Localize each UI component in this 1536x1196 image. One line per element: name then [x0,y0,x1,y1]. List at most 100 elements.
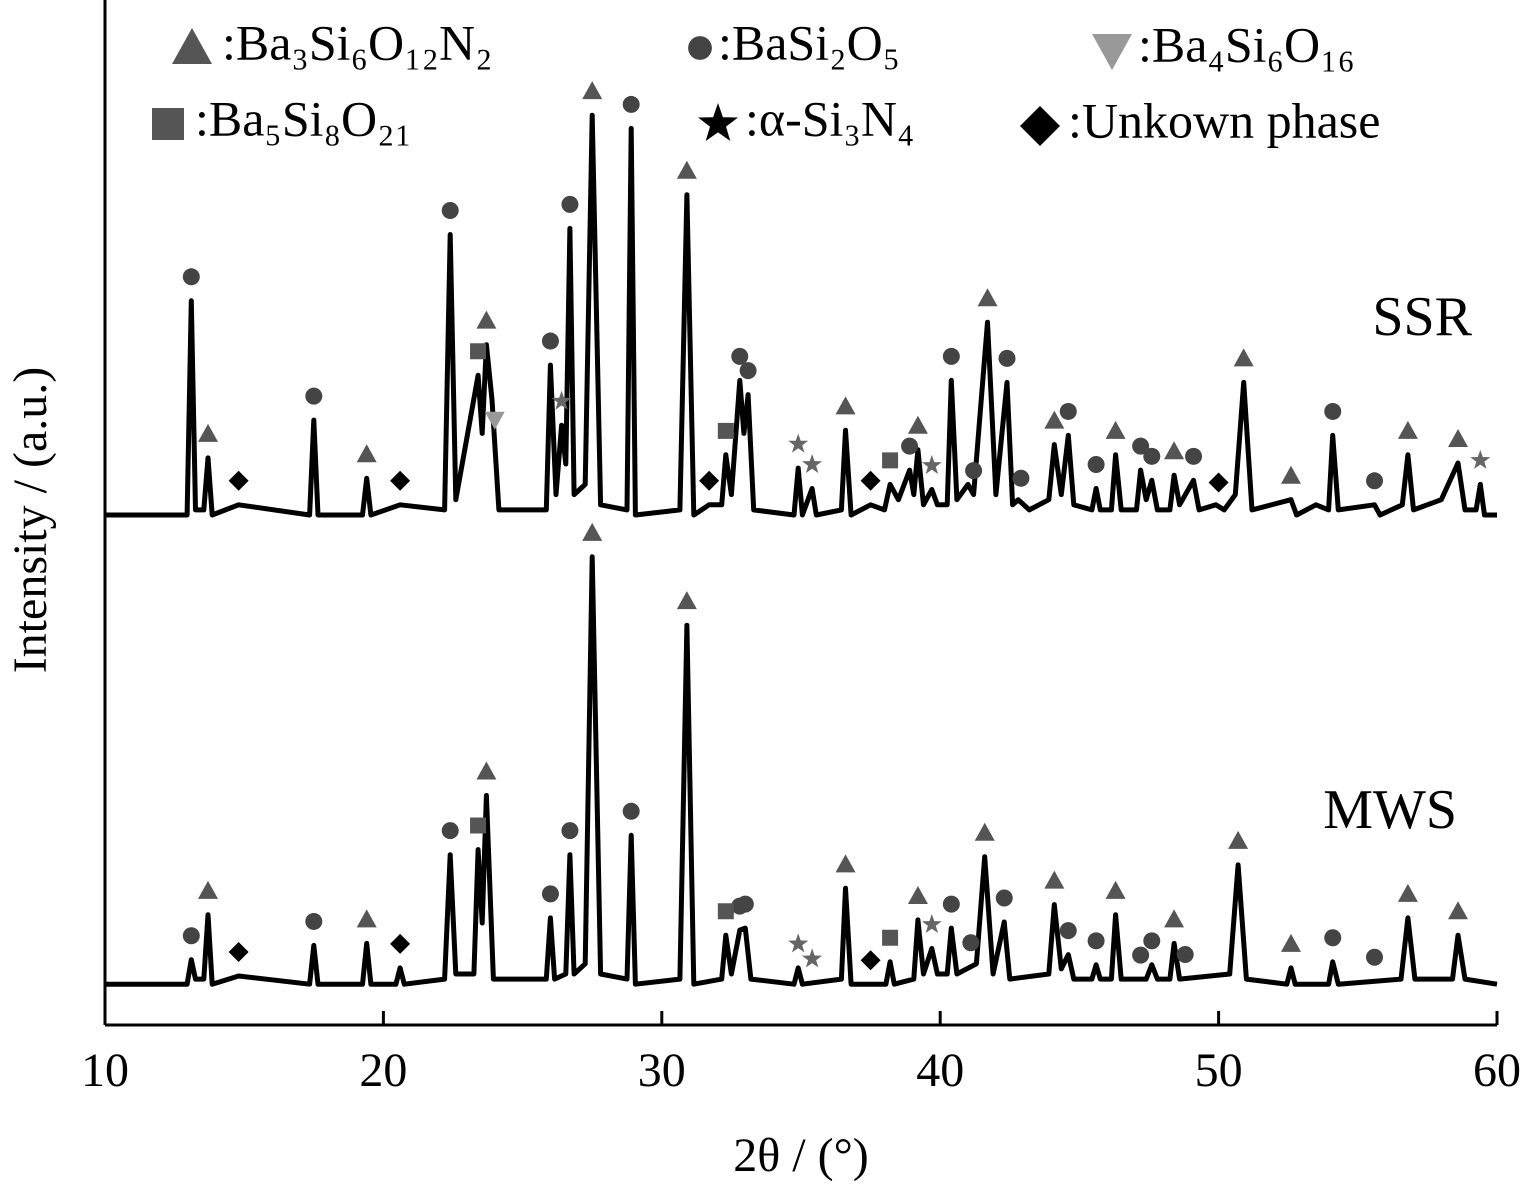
phase-marker [882,929,899,946]
phase-marker [356,909,377,928]
phase-marker [942,895,960,913]
phase-marker [699,470,720,491]
phase-marker [676,160,697,179]
phase-marker [470,817,487,834]
series-label: MWS [1323,779,1457,841]
phase-marker [1164,441,1185,460]
phase-marker [835,854,856,873]
phase-marker [717,903,734,920]
legend-label: :Ba₄Si₆O₁₆ [1138,16,1355,72]
phase-marker [622,95,640,113]
x-tick-label: 60 [1473,1044,1521,1097]
phase-marker [921,914,942,933]
phase-marker [441,202,459,219]
phase-marker [1143,447,1161,465]
series-line [105,554,1498,987]
phase-marker [731,347,749,365]
phase-marker [1105,420,1126,439]
phase-marker [907,885,928,904]
phase-marker [541,332,559,350]
y-axis-label: Intensity / (a.u.) [4,367,57,674]
phase-marker [198,880,219,899]
phase-marker [1087,932,1105,950]
legend-symbol [152,108,184,140]
phase-marker [561,822,579,840]
phase-marker [484,411,505,430]
phase-marker [228,470,249,491]
legend-symbol [1020,106,1060,146]
phase-marker [736,895,754,913]
phase-marker [1448,901,1469,920]
phase-marker [1228,830,1249,849]
phase-marker [228,942,249,963]
phase-marker [476,761,497,780]
series-label: SSR [1372,286,1472,348]
x-tick-label: 30 [638,1044,686,1097]
phase-marker [921,455,942,474]
phase-marker [582,81,603,100]
phase-marker [1164,909,1185,928]
phase-marker [198,423,219,442]
phase-marker [974,822,995,841]
phase-marker [1324,929,1342,947]
legend-symbol [688,36,712,60]
phase-marker [1143,932,1161,950]
phase-marker [1233,348,1254,367]
phase-marker [1470,449,1491,469]
phase-marker [1280,933,1301,952]
phase-marker [1044,410,1065,429]
phase-marker [541,885,559,903]
legend-symbol [1092,34,1132,70]
x-tick-label: 40 [916,1044,964,1097]
phase-marker [551,390,572,410]
phase-marker [622,802,640,820]
legend-label: :Unkown phase [1068,92,1380,148]
x-axis-label: 2θ / (°) [733,1129,869,1182]
x-tick-label: 20 [359,1044,407,1097]
phase-marker [860,470,881,491]
phase-marker [1208,472,1229,493]
phase-marker [676,591,697,610]
phase-marker [1366,472,1384,490]
phase-marker [788,933,809,953]
phase-marker [441,822,459,840]
legend-symbol [172,28,212,64]
phase-marker [356,444,377,463]
phase-marker [476,310,497,329]
phase-marker [717,422,734,439]
phase-marker [1132,437,1150,455]
phase-marker [860,950,881,971]
phase-marker [390,933,411,954]
phase-marker [1105,880,1126,899]
phase-marker [788,433,809,453]
legend-label: :Ba₅Si₈O₂₁ [195,90,412,146]
phase-marker [1044,870,1065,889]
phase-marker [802,948,823,968]
phase-marker [1059,922,1077,940]
phase-marker [182,268,200,286]
legend-label: :α-Si₃N₄ [745,90,914,146]
phase-marker [1132,946,1150,964]
phase-marker [1087,455,1105,473]
phase-marker [1185,447,1203,465]
phase-marker [1059,402,1077,420]
phase-marker [907,415,928,434]
phase-marker [1448,428,1469,447]
phase-marker [942,347,960,365]
phase-marker [835,396,856,415]
phase-marker [1324,402,1342,420]
phase-marker [1397,883,1418,902]
x-tick-label: 10 [81,1044,129,1097]
phase-marker [1176,946,1194,964]
phase-marker [182,927,200,945]
phase-marker [470,343,487,360]
phase-marker [1280,465,1301,484]
phase-marker [901,437,919,455]
phase-marker [998,349,1016,367]
series-line [105,112,1497,518]
legend-label: :BaSi₂O₅ [718,14,900,70]
phase-marker [965,462,983,480]
phase-marker [1366,948,1384,966]
phase-marker [582,522,603,541]
